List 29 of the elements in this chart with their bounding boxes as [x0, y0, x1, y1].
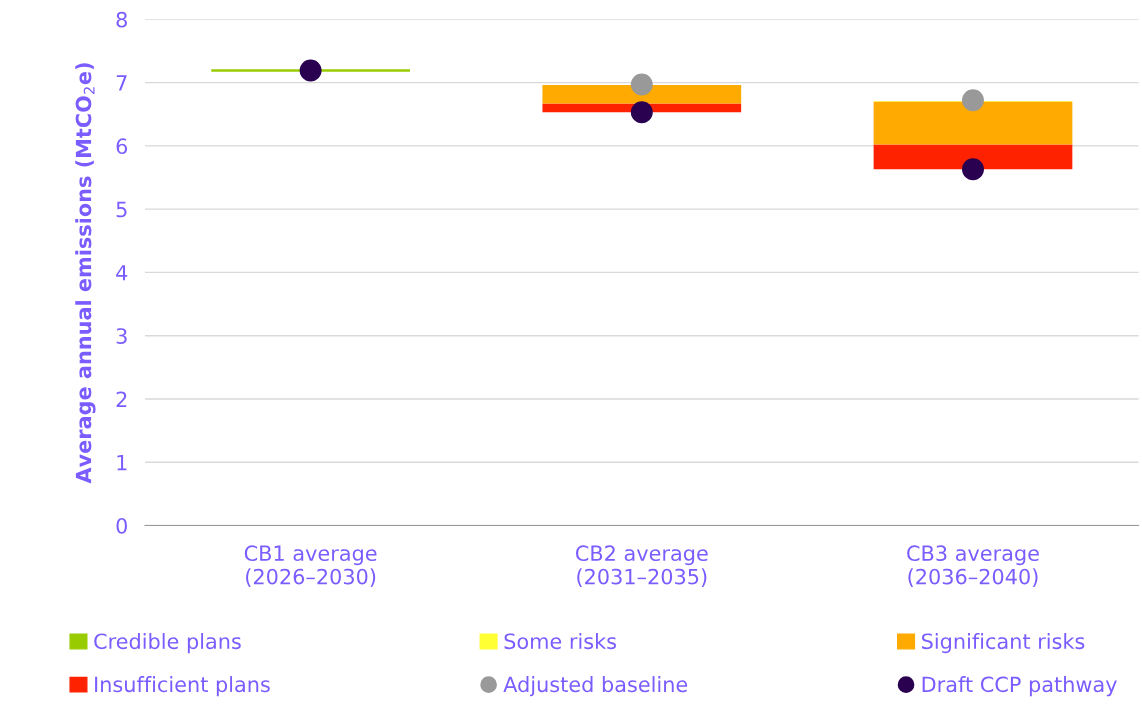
bar [542, 103, 742, 113]
legend-label: Draft CCP pathway [922, 676, 1117, 697]
y-tick-label: 7 [116, 75, 127, 91]
point [630, 73, 653, 96]
point [962, 89, 984, 112]
x-tick-label: CB2 average (2031–2035) [575, 545, 708, 587]
bar [873, 101, 1073, 145]
y-tick-label: 2 [116, 391, 127, 407]
y-tick-label: 4 [116, 265, 128, 281]
legend-label: Credible plans [94, 633, 241, 654]
point [299, 59, 322, 82]
y-tick-label: 3 [116, 328, 127, 344]
y-tick-label: 8 [116, 11, 127, 28]
y-axis-title: Average annual emissions (MtCO$_{2}$e) [75, 63, 96, 484]
legend-label: Adjusted baseline [503, 676, 688, 697]
y-tick-label: 5 [116, 201, 127, 218]
x-tick-label: CB3 average (2036–2040) [907, 545, 1039, 587]
legend-label: Significant risks [922, 633, 1085, 654]
bar [873, 144, 1073, 170]
y-tick-label: 0 [116, 517, 127, 534]
point [962, 158, 984, 181]
x-tick-label: CB1 average (2026–2030) [244, 545, 377, 587]
point [630, 101, 653, 124]
legend-label: Insufficient plans [95, 676, 270, 697]
y-tick-label: 1 [117, 454, 127, 471]
legend-label: Some risks [504, 633, 617, 650]
bar [211, 69, 410, 72]
bar [542, 85, 742, 104]
y-tick-label: 6 [116, 138, 128, 155]
